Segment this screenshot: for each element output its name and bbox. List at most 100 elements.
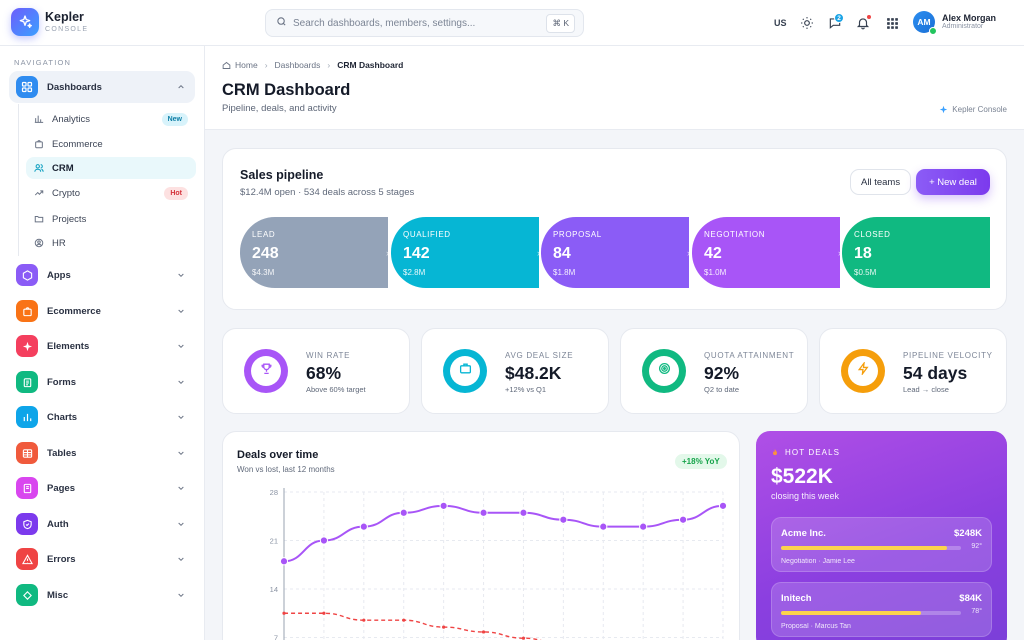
user-menu[interactable]: AM Alex Morgan Administrator xyxy=(913,11,996,35)
pipeline-stage-closed[interactable]: CLOSED 18 $0.5M xyxy=(842,217,990,288)
kpi-ring xyxy=(244,349,288,393)
pipeline-stage-negotiation[interactable]: NEGOTIATION 42 $1.0M › xyxy=(692,217,841,288)
data-point-lost xyxy=(282,611,286,615)
sidebar-item-forms[interactable]: Forms xyxy=(9,366,195,398)
sparkle-icon xyxy=(16,335,38,357)
hot-deal-item[interactable]: Initech $84K 78° Proposal · Marcus Tan xyxy=(771,582,992,637)
data-point-won xyxy=(559,515,568,524)
search-placeholder: Search dashboards, members, settings... xyxy=(293,17,476,29)
sidebar-item-auth[interactable]: Auth xyxy=(9,508,195,540)
shield-icon xyxy=(16,513,38,535)
kpi-ring xyxy=(443,349,487,393)
sidebar-subitem-crm[interactable]: CRM xyxy=(26,157,196,179)
sidebar-item-label: Dashboards xyxy=(47,81,102,93)
kpi-hint: Q2 to date xyxy=(704,385,740,394)
stage-name: LEAD xyxy=(252,230,276,239)
breadcrumb-dashboards[interactable]: Dashboards xyxy=(274,60,321,70)
breadcrumb: Home › Dashboards › CRM Dashboard xyxy=(222,60,403,70)
bar-chart-icon xyxy=(16,406,38,428)
deal-name: Acme Inc. xyxy=(781,528,826,539)
page-title: CRM Dashboard xyxy=(222,81,351,99)
data-point-won xyxy=(599,522,608,531)
subitem-label: Analytics xyxy=(52,113,91,125)
sidebar-item-label: Misc xyxy=(47,589,69,601)
sidebar-item-label: Apps xyxy=(47,269,71,281)
sidebar-item-tables[interactable]: Tables xyxy=(9,437,195,469)
page-header: Home › Dashboards › CRM Dashboard CRM Da… xyxy=(205,46,1024,130)
sidebar-subitem-crypto[interactable]: Crypto Hot xyxy=(26,182,196,204)
hot-deals-subtitle: closing this week xyxy=(771,491,840,501)
data-point-lost xyxy=(442,625,446,629)
briefcase-icon xyxy=(459,362,472,380)
sidebar-item-ecommerce[interactable]: Ecommerce xyxy=(9,295,195,327)
sidebar-item-errors[interactable]: Errors xyxy=(9,543,195,575)
team-filter-button[interactable]: All teams xyxy=(850,169,912,195)
cube-icon xyxy=(16,264,38,286)
stage-name: CLOSED xyxy=(854,230,891,239)
sidebar-item-label: Elements xyxy=(47,340,90,352)
sidebar-item-charts[interactable]: Charts xyxy=(9,401,195,433)
chevron-right-icon: › xyxy=(687,248,690,258)
sidebar-item-dashboards[interactable]: Dashboards xyxy=(9,71,195,103)
deal-meta: Negotiation · Jamie Lee xyxy=(781,558,855,565)
deal-value: $84K xyxy=(959,593,982,604)
sidebar-item-label: Tables xyxy=(47,447,77,459)
kpi-ring xyxy=(642,349,686,393)
apps-grid-icon[interactable] xyxy=(884,15,900,31)
subitem-label: Projects xyxy=(52,213,87,225)
chevron-down-icon xyxy=(176,590,186,600)
subitem-label: CRM xyxy=(52,162,74,174)
sidebar-item-elements[interactable]: Elements xyxy=(9,330,195,362)
kpi-card-avg-deal-size: AVG DEAL SIZE $48.2K +12% vs Q1 xyxy=(421,328,609,414)
sidebar-item-label: Auth xyxy=(47,518,69,530)
sparkle-logo-icon xyxy=(11,8,39,36)
bell-icon[interactable] xyxy=(855,15,871,31)
yoy-badge: +18% YoY xyxy=(675,454,727,469)
stage-count: 42 xyxy=(704,245,722,262)
pipeline-stage-qualified[interactable]: QUALIFIED 142 $2.8M › xyxy=(391,217,540,288)
sidebar-item-apps[interactable]: Apps xyxy=(9,259,195,291)
sidebar-item-misc[interactable]: Misc xyxy=(9,579,195,611)
hot-deal-item[interactable]: Acme Inc. $248K 92° Negotiation · Jamie … xyxy=(771,517,992,572)
shopping-bag-icon xyxy=(16,300,38,322)
bar-chart-icon xyxy=(33,113,45,125)
page-brand: Kepler Console xyxy=(939,105,1007,114)
search-input[interactable]: Search dashboards, members, settings... … xyxy=(265,9,584,37)
kpi-ring xyxy=(841,349,885,393)
user-circle-icon xyxy=(33,237,45,249)
sidebar-subitem-analytics[interactable]: Analytics New xyxy=(26,108,196,130)
stage-value: $0.5M xyxy=(854,268,877,277)
pipeline-stage-lead[interactable]: LEAD 248 $4.3M › xyxy=(240,217,389,288)
breadcrumb-current: CRM Dashboard xyxy=(337,60,404,70)
puzzle-icon xyxy=(16,584,38,606)
pipeline-stage-proposal[interactable]: PROPOSAL 84 $1.8M › xyxy=(541,217,690,288)
hot-deals-card: HOT DEALS $522K closing this week Acme I… xyxy=(756,431,1007,640)
deal-progress-fill xyxy=(781,546,947,550)
stage-value: $4.3M xyxy=(252,268,275,277)
sidebar-subitem-ecommerce[interactable]: Ecommerce xyxy=(26,133,196,155)
kpi-label: AVG DEAL SIZE xyxy=(505,351,574,360)
sales-pipeline-card: Sales pipeline $12.4M open · 534 deals a… xyxy=(222,148,1007,310)
chevron-down-icon xyxy=(176,448,186,458)
sidebar-subitem-projects[interactable]: Projects xyxy=(26,208,196,230)
language-selector[interactable]: US xyxy=(774,18,787,28)
sun-icon[interactable] xyxy=(799,15,815,31)
kpi-value: 54 days xyxy=(903,363,968,383)
hot-deals-label: HOT DEALS xyxy=(785,448,841,457)
page-subtitle: Pipeline, deals, and activity xyxy=(222,103,337,114)
data-point-won xyxy=(678,515,688,524)
stage-name: PROPOSAL xyxy=(553,230,602,239)
sidebar-subitem-hr[interactable]: HR xyxy=(26,232,196,254)
deal-progress-track xyxy=(781,611,961,615)
brand[interactable]: Kepler CONSOLE xyxy=(11,8,88,36)
chart-title: Deals over time xyxy=(237,449,319,461)
data-point-lost xyxy=(521,636,526,640)
breadcrumb-home[interactable]: Home xyxy=(235,60,258,70)
chevron-down-icon xyxy=(176,270,186,280)
chevron-down-icon xyxy=(176,519,186,529)
sidebar-item-pages[interactable]: Pages xyxy=(9,472,195,504)
chevron-down-icon xyxy=(176,306,186,316)
users-icon xyxy=(33,162,45,174)
kpi-label: WIN RATE xyxy=(306,351,351,360)
new-deal-button[interactable]: + New deal xyxy=(916,169,990,195)
